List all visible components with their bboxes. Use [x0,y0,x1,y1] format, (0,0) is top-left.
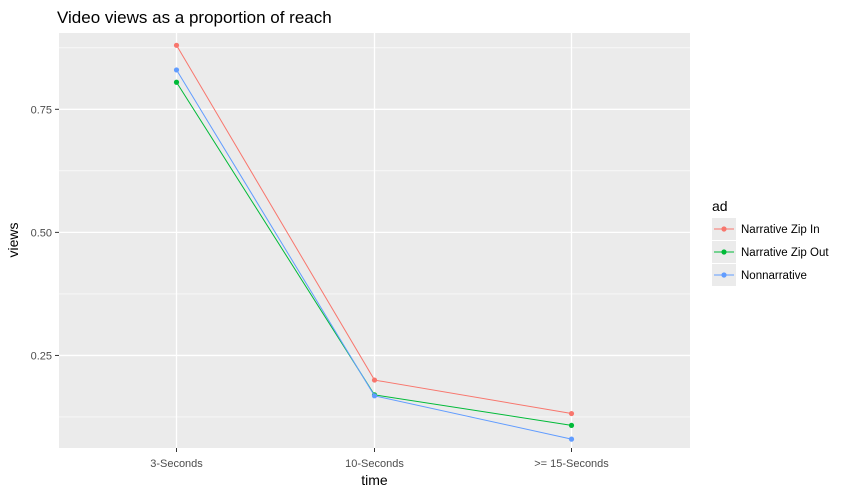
x-tick-label: 3-Seconds [150,458,203,470]
y-tick-label: 0.75 [31,104,52,116]
y-tick-label: 0.25 [31,350,52,362]
legend-key-point [721,272,726,277]
x-tick-label: 10-Seconds [345,458,404,470]
y-axis-title: views [5,222,21,257]
legend-label: Narrative Zip In [741,224,820,236]
y-tick-label: 0.50 [31,227,52,239]
data-point [569,423,574,428]
data-point [372,377,377,382]
legend-label: Nonnarrative [741,270,807,282]
legend-key-point [721,249,726,254]
legend-entry: Nonnarrative [712,264,807,286]
legend-title: ad [712,198,728,214]
legend-entry: Narrative Zip In [712,218,820,240]
data-point [174,67,179,72]
x-axis-title: time [361,472,388,488]
legend-key-point [721,226,726,231]
chart-title: Video views as a proportion of reach [57,8,332,27]
data-point [174,80,179,85]
legend-label: Narrative Zip Out [741,247,829,259]
data-point [372,393,377,398]
x-tick-label: >= 15-Seconds [534,458,609,470]
data-point [569,437,574,442]
data-point [569,411,574,416]
legend-entry: Narrative Zip Out [712,241,829,263]
data-point [174,43,179,48]
legend: ad Narrative Zip In Narrative Zip Out Nonn… [712,198,829,286]
